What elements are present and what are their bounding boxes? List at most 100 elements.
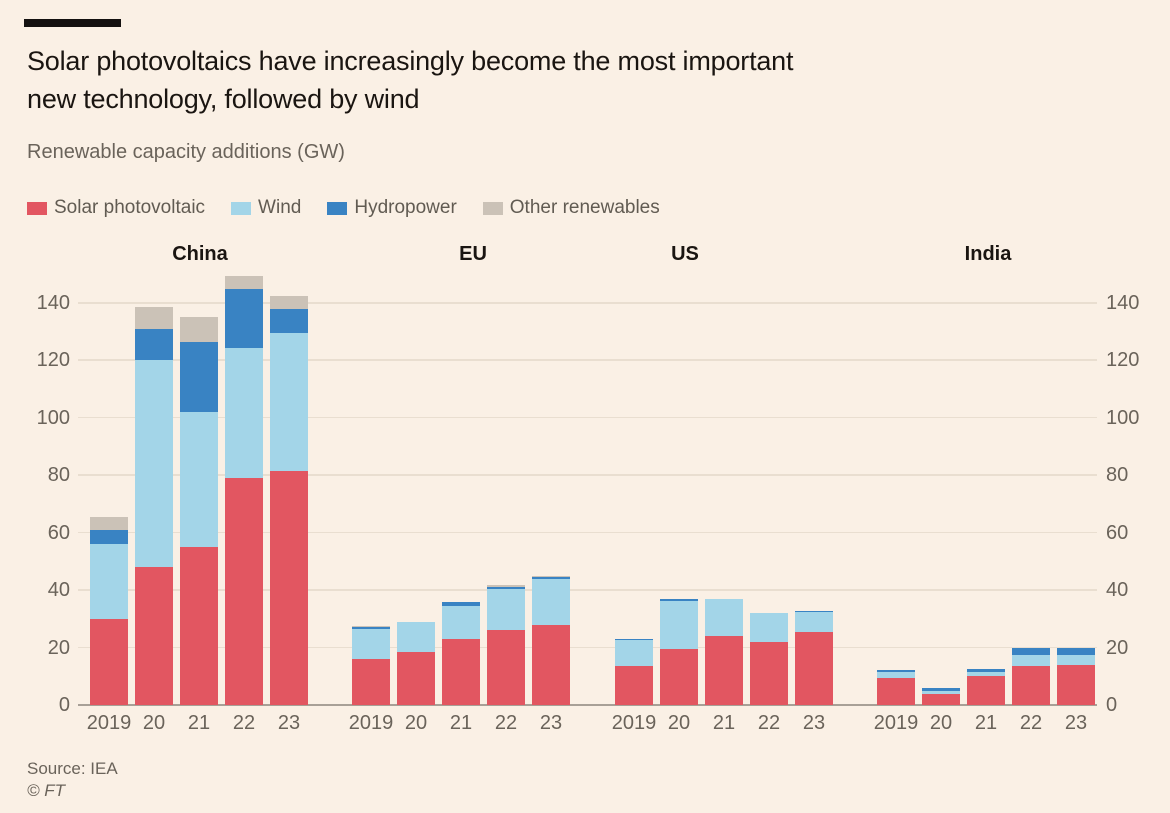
group-title-india: India bbox=[964, 243, 1012, 265]
bar-segment-hydro bbox=[660, 598, 698, 601]
legend-item-other: Other renewables bbox=[482, 197, 660, 219]
bar-segment-solar bbox=[90, 618, 128, 705]
gridline-80 bbox=[78, 474, 1097, 476]
x-tick-label: 2019 bbox=[873, 712, 919, 734]
wind-swatch-icon bbox=[231, 201, 252, 215]
hydro-swatch-icon bbox=[327, 201, 348, 215]
bar-segment-wind bbox=[750, 613, 788, 642]
bar-segment-wind bbox=[90, 544, 128, 619]
x-tick-label: 22 bbox=[757, 712, 781, 734]
y-tick-label-right: 60 bbox=[1106, 521, 1129, 544]
x-tick-label: 23 bbox=[802, 712, 826, 734]
bar-segment-wind bbox=[135, 360, 173, 568]
bar-segment-wind bbox=[397, 621, 435, 652]
x-tick-label: 21 bbox=[449, 712, 473, 734]
x-tick-label: 2019 bbox=[348, 712, 394, 734]
bar-segment-solar bbox=[135, 567, 173, 705]
bar-segment-other bbox=[487, 585, 525, 587]
bar-segment-other bbox=[90, 516, 128, 530]
bar-segment-hydro bbox=[442, 601, 480, 606]
bar-segment-solar bbox=[397, 651, 435, 705]
page-title-line1: Solar photovoltaics have increasingly be… bbox=[27, 46, 794, 76]
bar-segment-hydro bbox=[1012, 647, 1050, 655]
legend-label: Wind bbox=[258, 197, 302, 218]
bar-segment-wind bbox=[795, 612, 833, 632]
x-tick-label: 23 bbox=[539, 712, 563, 734]
solar-swatch-icon bbox=[27, 201, 47, 215]
bar-segment-solar bbox=[1012, 666, 1050, 705]
ft-copyright: © FT bbox=[27, 781, 66, 800]
group-title-us: US bbox=[671, 243, 699, 265]
bar-segment-other bbox=[270, 295, 308, 309]
bar-segment-solar bbox=[532, 624, 570, 705]
gridline-120 bbox=[78, 359, 1097, 361]
bar-segment-solar bbox=[877, 677, 915, 705]
bar-segment-hydro bbox=[877, 669, 915, 672]
y-tick-label-left: 120 bbox=[36, 349, 70, 372]
x-tick-label: 2019 bbox=[86, 712, 132, 734]
bar-segment-hydro bbox=[615, 638, 653, 640]
bar-segment-hydro bbox=[270, 308, 308, 334]
x-tick-label: 21 bbox=[974, 712, 998, 734]
gridline-40 bbox=[78, 589, 1097, 591]
bar-segment-wind bbox=[180, 412, 218, 548]
bar-segment-wind bbox=[487, 588, 525, 631]
bar-segment-other bbox=[225, 275, 263, 289]
y-tick-label-right: 40 bbox=[1106, 579, 1129, 602]
bar-segment-wind bbox=[660, 600, 698, 649]
bar-segment-hydro bbox=[967, 668, 1005, 672]
legend-item-solar: Solar photovoltaic bbox=[27, 197, 205, 219]
y-tick-label-right: 80 bbox=[1106, 464, 1129, 487]
bar-segment-hydro bbox=[225, 288, 263, 348]
page-title-line2: new technology, followed by wind bbox=[27, 84, 420, 114]
bar-segment-other bbox=[352, 626, 390, 627]
legend-label: Hydropower bbox=[354, 197, 457, 218]
bar-segment-hydro bbox=[1057, 647, 1095, 655]
source-note: Source: IEA bbox=[27, 759, 118, 778]
bar-segment-wind bbox=[1057, 654, 1095, 665]
bar-segment-wind bbox=[967, 671, 1005, 677]
bar-segment-hydro bbox=[135, 328, 173, 361]
bar-segment-hydro bbox=[922, 687, 960, 691]
legend: Solar photovoltaic Wind Hydropower Other re… bbox=[27, 197, 660, 219]
bar-segment-wind bbox=[270, 333, 308, 471]
bar-segment-solar bbox=[750, 641, 788, 705]
y-tick-label-left: 40 bbox=[47, 579, 70, 602]
bar-segment-other bbox=[532, 575, 570, 577]
bar-segment-solar bbox=[225, 478, 263, 705]
y-tick-label-right: 20 bbox=[1106, 636, 1129, 659]
x-tick-label: 2019 bbox=[611, 712, 657, 734]
bar-segment-solar bbox=[922, 693, 960, 705]
bar-segment-hydro bbox=[352, 626, 390, 629]
bar-segment-solar bbox=[352, 659, 390, 705]
x-tick-label: 20 bbox=[667, 712, 691, 734]
y-tick-label-right: 140 bbox=[1106, 292, 1140, 314]
x-tick-label: 22 bbox=[232, 712, 256, 734]
x-tick-label: 22 bbox=[494, 712, 518, 734]
bar-segment-wind bbox=[877, 671, 915, 678]
bar-segment-wind bbox=[705, 598, 743, 637]
gridline-140 bbox=[78, 302, 1097, 304]
bar-segment-wind bbox=[442, 605, 480, 639]
x-tick-label: 23 bbox=[1064, 712, 1088, 734]
y-tick-label-right: 0 bbox=[1106, 694, 1118, 716]
y-tick-label-left: 60 bbox=[47, 521, 70, 544]
other-swatch-icon bbox=[482, 201, 503, 215]
y-tick-label-left: 0 bbox=[58, 694, 70, 716]
bar-segment-wind bbox=[615, 639, 653, 667]
bar-segment-hydro bbox=[90, 529, 128, 545]
legend-label: Other renewables bbox=[509, 197, 660, 218]
group-title-china: China bbox=[172, 243, 228, 265]
bar-segment-solar bbox=[487, 630, 525, 705]
gridline-100 bbox=[78, 416, 1097, 419]
x-tick-label: 20 bbox=[404, 712, 428, 734]
legend-label: Solar photovoltaic bbox=[54, 197, 206, 218]
bar-segment-solar bbox=[270, 470, 308, 705]
bar-segment-hydro bbox=[532, 576, 570, 579]
gridline-60 bbox=[78, 531, 1097, 534]
bar-segment-hydro bbox=[487, 586, 525, 589]
bar-segment-hydro bbox=[795, 610, 833, 613]
bar-segment-wind bbox=[532, 578, 570, 625]
bar-segment-solar bbox=[615, 666, 653, 705]
